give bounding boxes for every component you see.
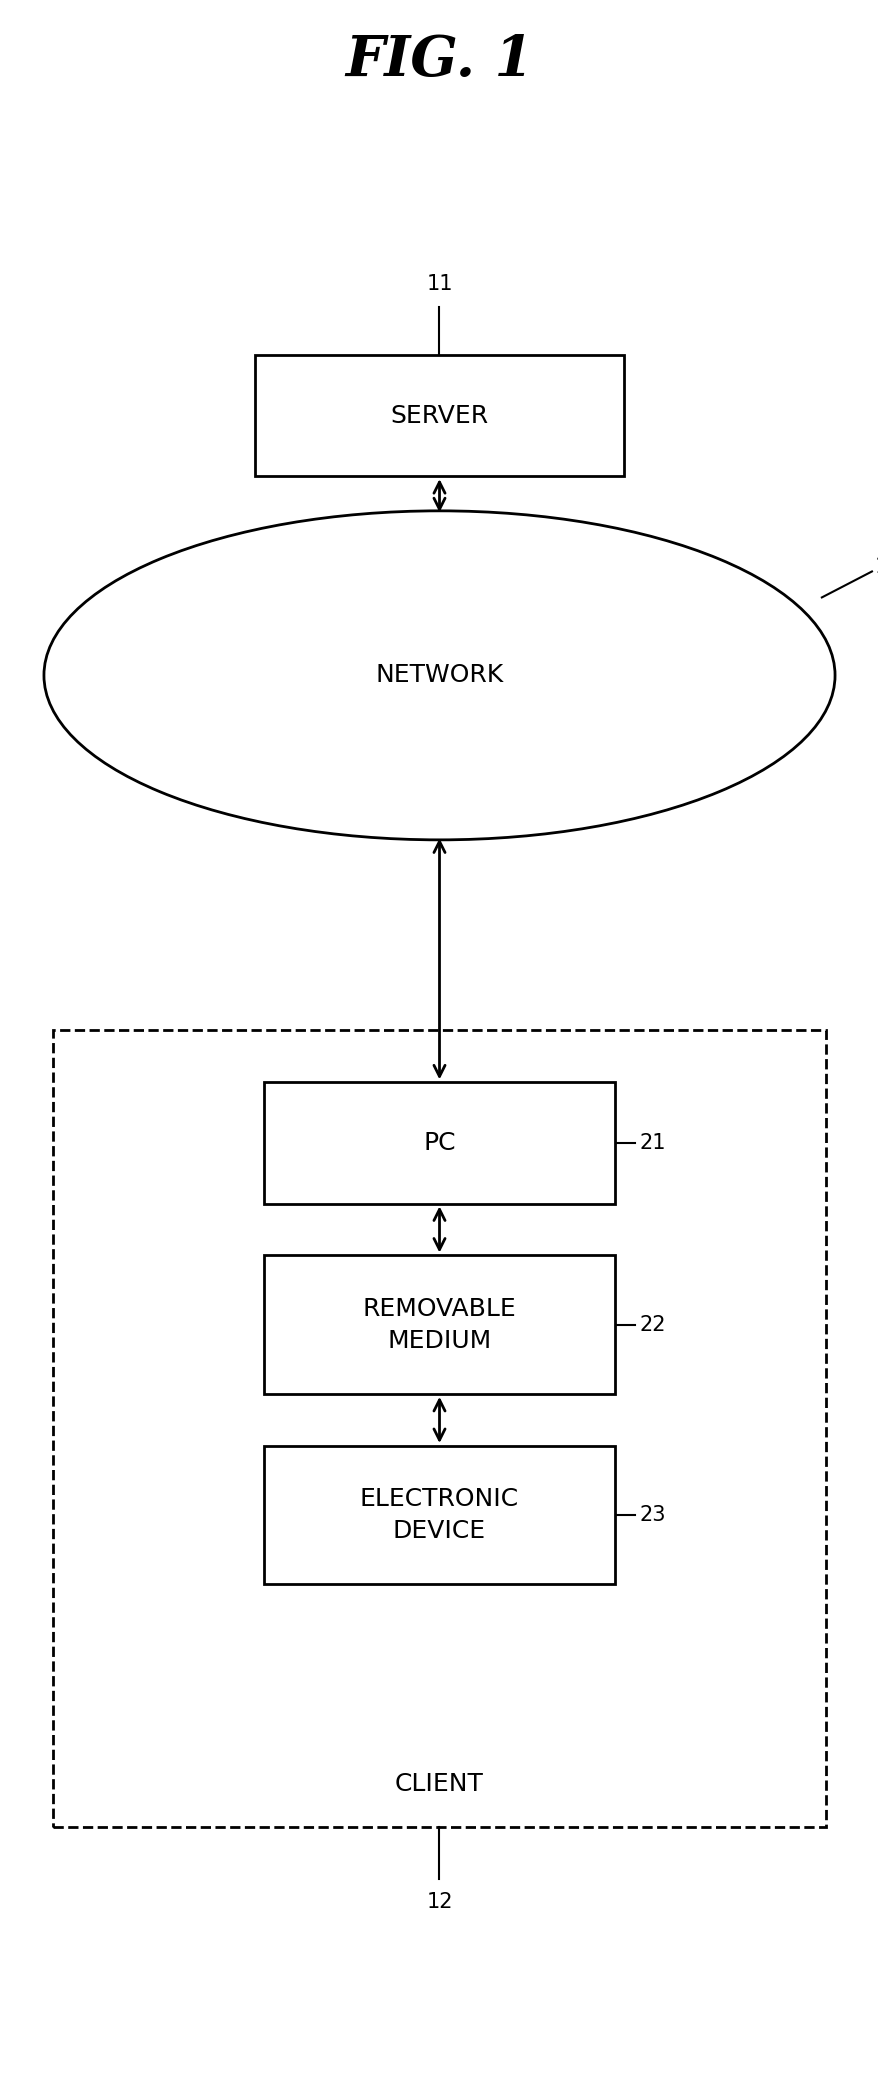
Bar [263,1083,615,1203]
Text: 12: 12 [426,1891,452,1912]
Text: 23: 23 [638,1504,665,1525]
Text: REMOVABLE
MEDIUM: REMOVABLE MEDIUM [363,1297,515,1353]
Text: FIG. 1: FIG. 1 [345,33,533,87]
Bar [263,1446,615,1583]
Ellipse shape [44,511,834,840]
Bar [53,1031,825,1827]
Text: NETWORK: NETWORK [375,663,503,688]
Bar [263,1255,615,1394]
Text: 21: 21 [638,1133,665,1153]
Text: 11: 11 [426,274,452,295]
Text: CLIENT: CLIENT [394,1773,484,1795]
Bar [255,355,623,476]
Text: 22: 22 [638,1315,665,1334]
Text: SERVER: SERVER [390,403,488,428]
Text: 13: 13 [874,557,878,578]
Text: PC: PC [423,1130,455,1155]
Text: ELECTRONIC
DEVICE: ELECTRONIC DEVICE [359,1488,519,1544]
